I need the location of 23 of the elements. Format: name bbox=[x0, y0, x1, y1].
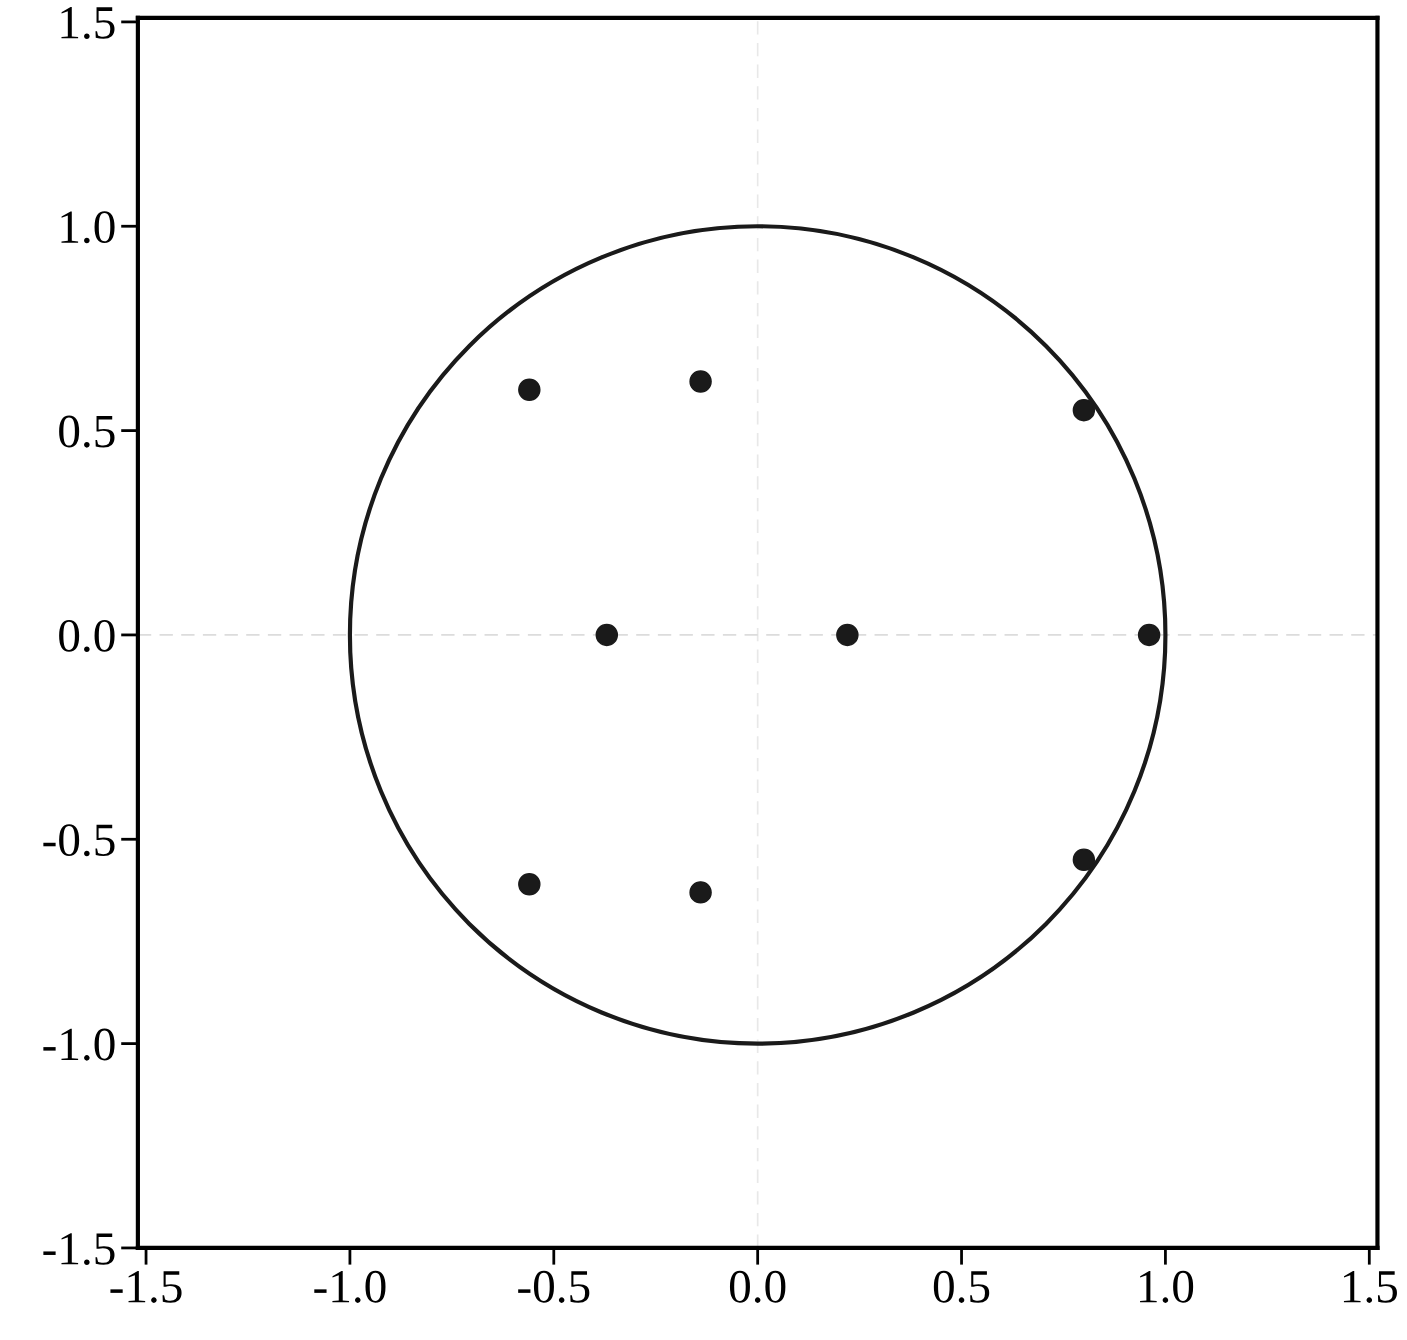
y-tick-label: -1.0 bbox=[43, 1028, 115, 1061]
point bbox=[1072, 848, 1096, 871]
y-tick-label: -1.5 bbox=[43, 1233, 115, 1265]
y-tick-label: 1.0 bbox=[61, 211, 115, 244]
x-tick-label: 0.0 bbox=[729, 1270, 786, 1303]
point bbox=[689, 370, 712, 393]
x-tick-label: -0.5 bbox=[518, 1270, 590, 1303]
y-tick-label: -0.5 bbox=[43, 824, 115, 857]
point bbox=[836, 623, 859, 647]
y-tick-label: 0.5 bbox=[59, 415, 115, 448]
x-tick-label: 0.5 bbox=[933, 1270, 990, 1303]
point bbox=[595, 623, 619, 647]
point bbox=[518, 378, 541, 401]
point bbox=[1137, 623, 1161, 647]
point bbox=[518, 872, 541, 896]
point bbox=[689, 881, 712, 904]
point bbox=[1072, 398, 1096, 422]
x-tick-label: 1.5 bbox=[1343, 1271, 1397, 1303]
x-tick-label: -1.5 bbox=[110, 1271, 182, 1303]
x-tick-label: 1.0 bbox=[1140, 1270, 1194, 1303]
y-tick-label: 0.0 bbox=[59, 619, 115, 652]
y-tick-label: 1.5 bbox=[61, 7, 115, 39]
x-tick-label: -1.0 bbox=[314, 1270, 386, 1303]
